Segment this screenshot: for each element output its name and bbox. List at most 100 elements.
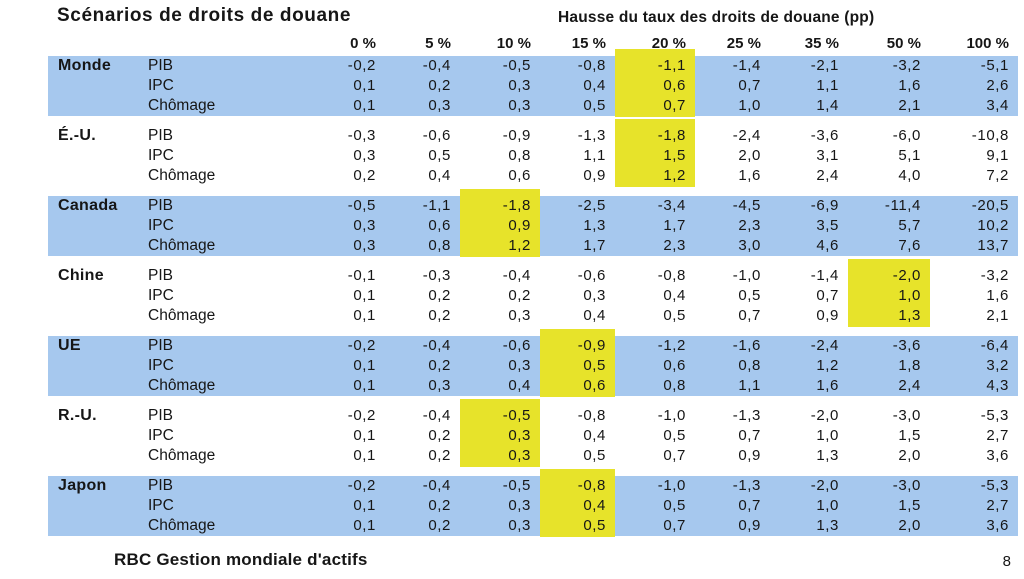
table-row: Chômage 0,3 0,8 1,2 1,7 2,3 3,0 4,6 7,6 13,7 [48,236,1018,256]
value-cell: -0,2 [347,477,376,494]
value-cell: 2,0 [738,147,761,164]
value-cell: 1,7 [583,237,606,254]
value-cell: -0,3 [422,267,451,284]
value-cell: -1,4 [732,57,761,74]
table-row: Chômage 0,1 0,3 0,4 0,6 0,8 1,1 1,6 2,4 4,3 [48,376,1018,396]
table-row: UE PIB -0,2 -0,4 -0,6 -0,9 -1,2 -1,6 -2,4 -3,6 -6,… [48,336,1018,356]
value-cell: 0,8 [663,377,686,394]
value-cell: 5,7 [898,217,921,234]
metric-label: Chômage [148,237,216,254]
value-cell: 0,4 [583,77,606,94]
column-header: 50 % [886,35,921,52]
table-row: Canada PIB -0,5 -1,1 -1,8 -2,5 -3,4 -4,5 -6,9 -11… [48,196,1018,216]
table-row: IPC 0,1 0,2 0,2 0,3 0,4 0,5 0,7 1,0 1,6 [48,286,1018,306]
value-cell: 0,1 [353,77,376,94]
table-group-u: É.-U. PIB -0,3 -0,6 -0,9 -1,3 -1,8 -2,4 -3,6 -6,0… [48,119,1018,187]
value-cell: 0,6 [428,217,451,234]
value-cell: 3,5 [816,217,839,234]
value-cell: 0,8 [428,237,451,254]
table-row: Japon PIB -0,2 -0,4 -0,5 -0,8 -1,0 -1,3 -2,0 -3,0… [48,476,1018,496]
value-cell: 0,7 [738,497,761,514]
value-cell: -3,4 [657,197,686,214]
value-cell: 1,3 [816,517,839,534]
value-cell: 2,0 [898,517,921,534]
value-cell: -0,4 [422,407,451,424]
value-cell: 3,2 [986,357,1009,374]
value-cell: -5,3 [980,477,1009,494]
region-label [48,166,138,186]
value-cell: -1,3 [577,127,606,144]
metric-label: Chômage [148,97,216,114]
value-cell: -1,2 [657,337,686,354]
value-cell: 1,5 [898,427,921,444]
value-cell: 1,6 [986,287,1009,304]
value-cell: 3,6 [986,447,1009,464]
value-cell: -2,4 [732,127,761,144]
value-cell: 1,6 [816,377,839,394]
value-cell: -5,3 [980,407,1009,424]
value-cell: 2,1 [986,307,1009,324]
region-label [48,306,138,326]
value-cell: -0,8 [657,267,686,284]
value-cell: 0,7 [738,307,761,324]
value-cell: 9,1 [986,147,1009,164]
value-cell: -2,4 [810,337,839,354]
highlight-column [615,119,695,187]
value-cell: 0,3 [353,147,376,164]
region-label [48,216,138,236]
value-cell: -1,8 [657,127,686,144]
value-cell: 1,6 [738,167,761,184]
value-cell: -1,1 [657,57,686,74]
value-cell: -0,9 [502,127,531,144]
region-label [48,356,138,376]
value-cell: 0,7 [663,447,686,464]
region-label [48,286,138,306]
table-group-canada: Canada PIB -0,5 -1,1 -1,8 -2,5 -3,4 -4,5 -6,9 -11… [48,189,1018,257]
value-cell: -20,5 [971,197,1009,214]
value-cell: -1,0 [732,267,761,284]
value-cell: -0,8 [577,57,606,74]
value-cell: -0,9 [577,337,606,354]
page-title: Scénarios de droits de douane [57,5,352,26]
region-label [48,516,138,536]
metric-label: Chômage [148,377,216,394]
value-cell: 0,3 [508,77,531,94]
value-cell: 3,1 [816,147,839,164]
table-row: IPC 0,1 0,2 0,3 0,4 0,6 0,7 1,1 1,6 2,6 [48,76,1018,96]
metric-label: IPC [148,287,174,304]
highlight-column [540,469,615,537]
region-label [48,76,138,96]
value-cell: -2,5 [577,197,606,214]
value-cell: 0,6 [508,167,531,184]
column-header: 10 % [496,35,531,52]
value-cell: 10,2 [977,217,1009,234]
metric-label: Chômage [148,307,216,324]
table-row: Monde PIB -0,2 -0,4 -0,5 -0,8 -1,1 -1,4 -2,1 -3,2… [48,56,1018,76]
value-cell: -6,4 [980,337,1009,354]
value-cell: -1,1 [422,197,451,214]
value-cell: -3,6 [892,337,921,354]
column-header: 5 % [425,35,451,52]
value-cell: -1,3 [732,477,761,494]
value-cell: 0,5 [428,147,451,164]
metric-label: PIB [148,337,173,354]
value-cell: 0,4 [583,307,606,324]
value-cell: 2,0 [898,447,921,464]
value-cell: -0,5 [502,407,531,424]
value-cell: 0,1 [353,427,376,444]
table-row: Chômage 0,1 0,2 0,3 0,5 0,7 0,9 1,3 2,0 3,6 [48,516,1018,536]
value-cell: 0,9 [508,217,531,234]
value-cell: 0,4 [663,287,686,304]
value-cell: 0,1 [353,97,376,114]
highlight-column [615,49,695,117]
value-cell: 2,6 [986,77,1009,94]
footer-brand: RBC Gestion mondiale d'actifs [114,550,368,569]
value-cell: -0,5 [502,57,531,74]
value-cell: -2,0 [810,407,839,424]
value-cell: -0,8 [577,477,606,494]
table-row: É.-U. PIB -0,3 -0,6 -0,9 -1,3 -1,8 -2,4 -3,6 -6,0… [48,126,1018,146]
value-cell: 0,4 [583,497,606,514]
value-cell: -4,5 [732,197,761,214]
column-header: 0 % [350,35,376,52]
value-cell: 0,5 [738,287,761,304]
